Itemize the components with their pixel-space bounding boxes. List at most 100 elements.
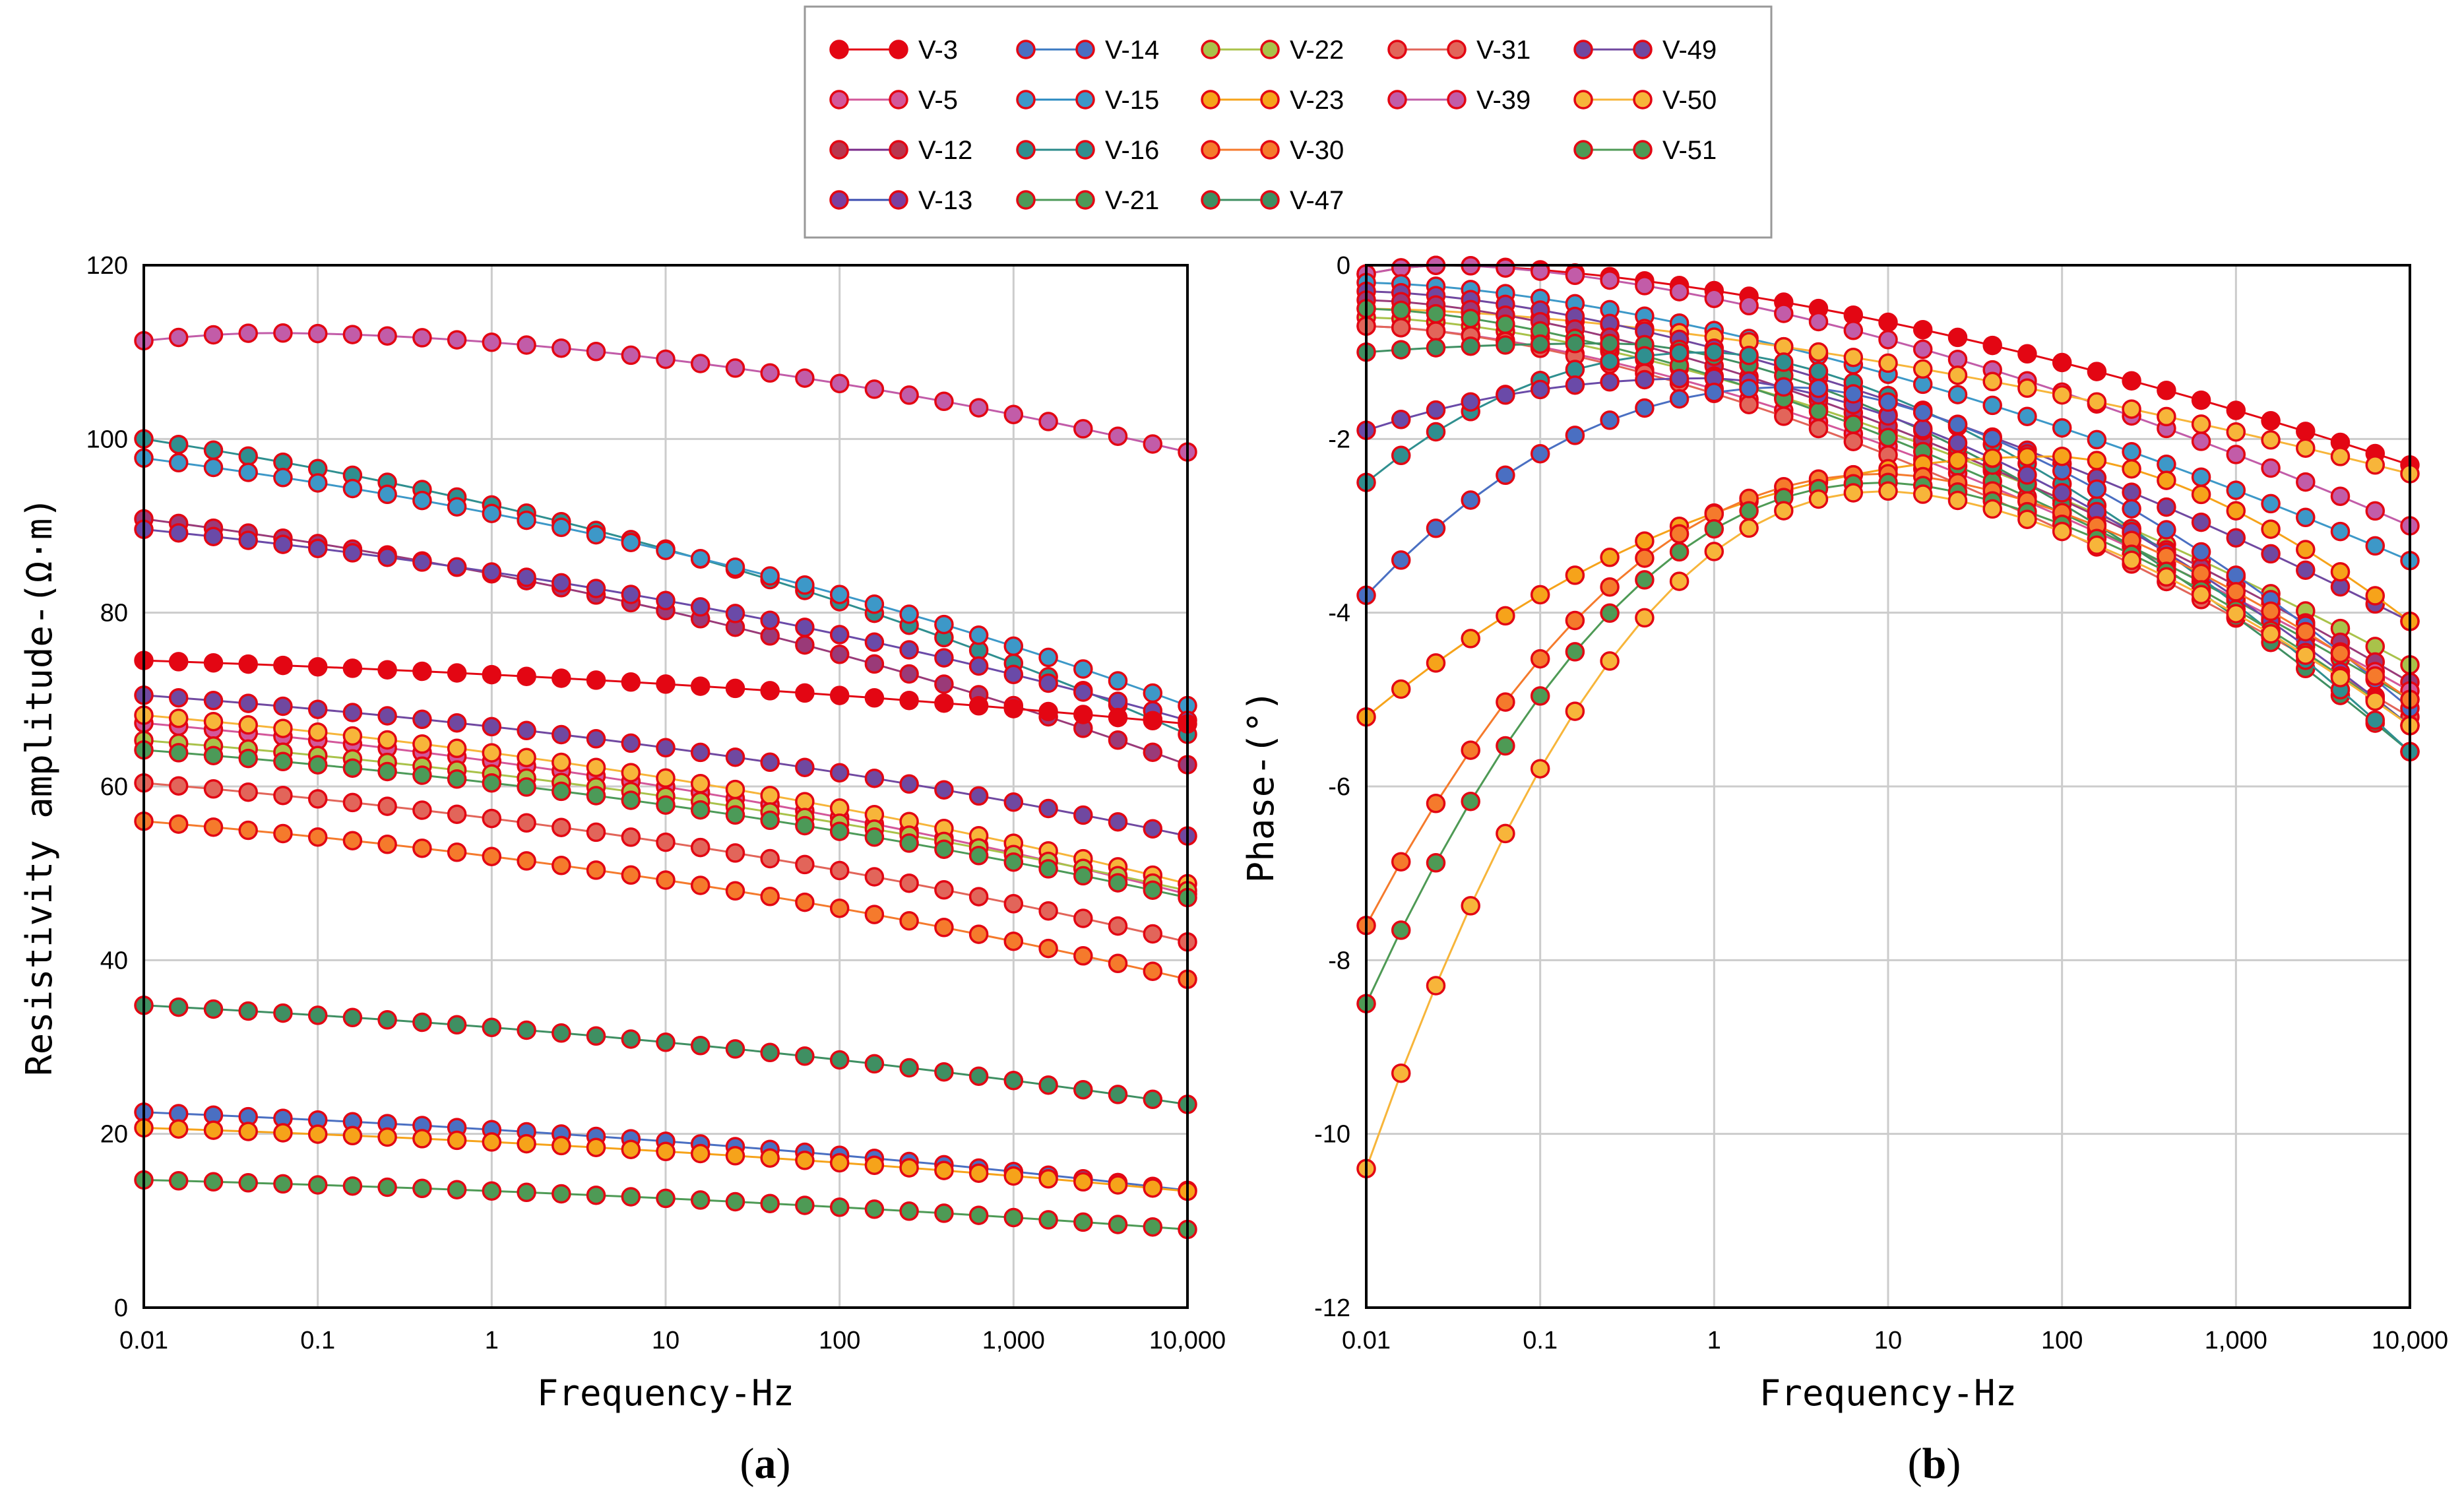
data-point-V-15 <box>482 503 502 523</box>
data-point-V-16 <box>203 440 224 461</box>
data-point-V-13 <box>1003 664 1024 685</box>
data-point-V-50 <box>2296 438 2316 458</box>
series-V-49 <box>134 685 1197 846</box>
legend-entry-V-21: V-21 <box>1016 186 1159 215</box>
data-point-V-23 <box>2365 586 2385 606</box>
panel-a-xtick-label: 10 <box>652 1327 679 1354</box>
data-point-V-51 <box>203 1172 224 1192</box>
data-point-V-39 <box>2226 445 2246 464</box>
data-point-V-49 <box>307 699 328 719</box>
data-point-V-31 <box>795 854 815 875</box>
panel-a-xtick-label: 10,000 <box>1149 1327 1226 1354</box>
data-point-V-15 <box>1073 659 1093 679</box>
data-point-V-23 <box>168 1119 189 1139</box>
data-point-V-3 <box>2191 390 2211 410</box>
data-point-V-21 <box>517 777 536 797</box>
data-point-V-23b <box>2226 604 2246 623</box>
data-point-V-15 <box>829 585 850 604</box>
data-point-V-23b <box>1704 542 1724 561</box>
data-point-V-31 <box>377 796 397 816</box>
legend-entry-V-16: V-16 <box>1016 136 1159 165</box>
panel-a-ytick-label: 120 <box>86 252 128 280</box>
data-point-V-15 <box>238 462 258 482</box>
data-point-V-12 <box>829 645 850 664</box>
data-point-V-23 <box>1108 1175 1128 1195</box>
data-point-V-14 <box>1530 443 1550 464</box>
data-point-V-30 <box>621 865 641 885</box>
data-point-V-51 <box>517 1182 536 1203</box>
data-point-V-13 <box>586 579 606 598</box>
legend-entry-V-3: V-3 <box>829 36 958 65</box>
legend-label: V-14 <box>1105 36 1159 65</box>
legend-entry-V-49: V-49 <box>1573 36 1717 65</box>
data-point-V-51 <box>1600 603 1620 623</box>
data-point-V-15 <box>656 540 676 560</box>
data-point-V-51 <box>412 1178 432 1199</box>
data-point-V-21 <box>1108 873 1128 893</box>
data-point-V-21 <box>1426 303 1446 324</box>
data-point-V-30 <box>656 870 676 890</box>
data-point-V-47 <box>586 1026 606 1046</box>
legend-marker <box>1260 40 1280 59</box>
legend-marker <box>1387 40 1407 59</box>
panel-a-ytick-label: 0 <box>114 1294 128 1322</box>
data-point-V-23 <box>1947 450 1968 470</box>
data-point-V-39 <box>1739 296 1759 316</box>
panel-a-ytick-label: 100 <box>86 426 128 453</box>
data-point-V-13 <box>238 530 258 550</box>
data-point-V-14 <box>1774 377 1794 397</box>
data-point-V-23 <box>2122 459 2141 479</box>
data-point-V-23b <box>2296 645 2316 665</box>
data-point-V-15 <box>1003 636 1024 656</box>
data-point-V-50 <box>447 738 467 759</box>
data-point-V-30 <box>1143 961 1163 981</box>
data-point-V-23b <box>1530 759 1550 779</box>
legend-label: V-5 <box>918 86 958 115</box>
data-point-V-30 <box>968 924 989 944</box>
panel-b-ytick-label: -12 <box>1314 1294 1350 1322</box>
data-point-V-50 <box>690 774 711 794</box>
data-point-V-15 <box>899 604 919 624</box>
data-point-V-15 <box>795 575 815 595</box>
data-point-V-30 <box>690 875 711 895</box>
data-point-V-30 <box>1496 692 1515 712</box>
data-point-V-39 <box>586 342 606 362</box>
legend-label: V-30 <box>1290 136 1344 165</box>
data-point-V-23 <box>1982 448 2002 468</box>
data-point-V-49 <box>203 691 224 711</box>
data-point-V-23b <box>1391 1063 1411 1083</box>
data-point-V-13 <box>1426 400 1446 420</box>
data-point-V-47 <box>656 1033 676 1052</box>
data-point-V-3 <box>656 674 676 694</box>
data-point-V-39 <box>1843 321 1864 340</box>
series-V-51 <box>134 1170 1197 1240</box>
data-point-V-14 <box>2122 499 2141 519</box>
data-point-V-31 <box>1038 901 1058 921</box>
data-point-V-50 <box>517 748 536 767</box>
data-point-V-23b <box>2365 691 2385 711</box>
data-point-V-3 <box>1947 327 1968 348</box>
data-point-V-50 <box>482 743 502 763</box>
data-point-V-16 <box>1704 342 1724 362</box>
data-point-V-21 <box>482 773 502 793</box>
data-point-V-39 <box>342 325 363 344</box>
data-point-V-51 <box>552 1184 571 1204</box>
data-point-V-31 <box>238 782 258 802</box>
data-point-V-23b <box>1669 571 1690 591</box>
data-point-V-49 <box>899 774 919 794</box>
data-point-V-49 <box>552 724 571 745</box>
data-point-V-23b <box>1878 481 1898 501</box>
data-point-V-13 <box>1073 682 1093 702</box>
data-point-V-39 <box>1073 419 1093 439</box>
data-point-V-16 <box>1669 343 1690 363</box>
data-point-V-13 <box>934 648 954 668</box>
legend-entry-V-47: V-47 <box>1201 186 1344 215</box>
panel-a: 0.01 0.1 1 10 100 1,000 10,000020406080100120 … <box>18 252 1226 1488</box>
data-point-V-30 <box>586 860 606 880</box>
data-point-V-47 <box>621 1029 641 1049</box>
data-point-V-23 <box>1391 679 1411 699</box>
data-point-V-23 <box>412 1129 432 1149</box>
data-point-V-31 <box>517 813 536 833</box>
data-point-V-30 <box>412 838 432 858</box>
data-point-V-51 <box>1496 736 1515 756</box>
